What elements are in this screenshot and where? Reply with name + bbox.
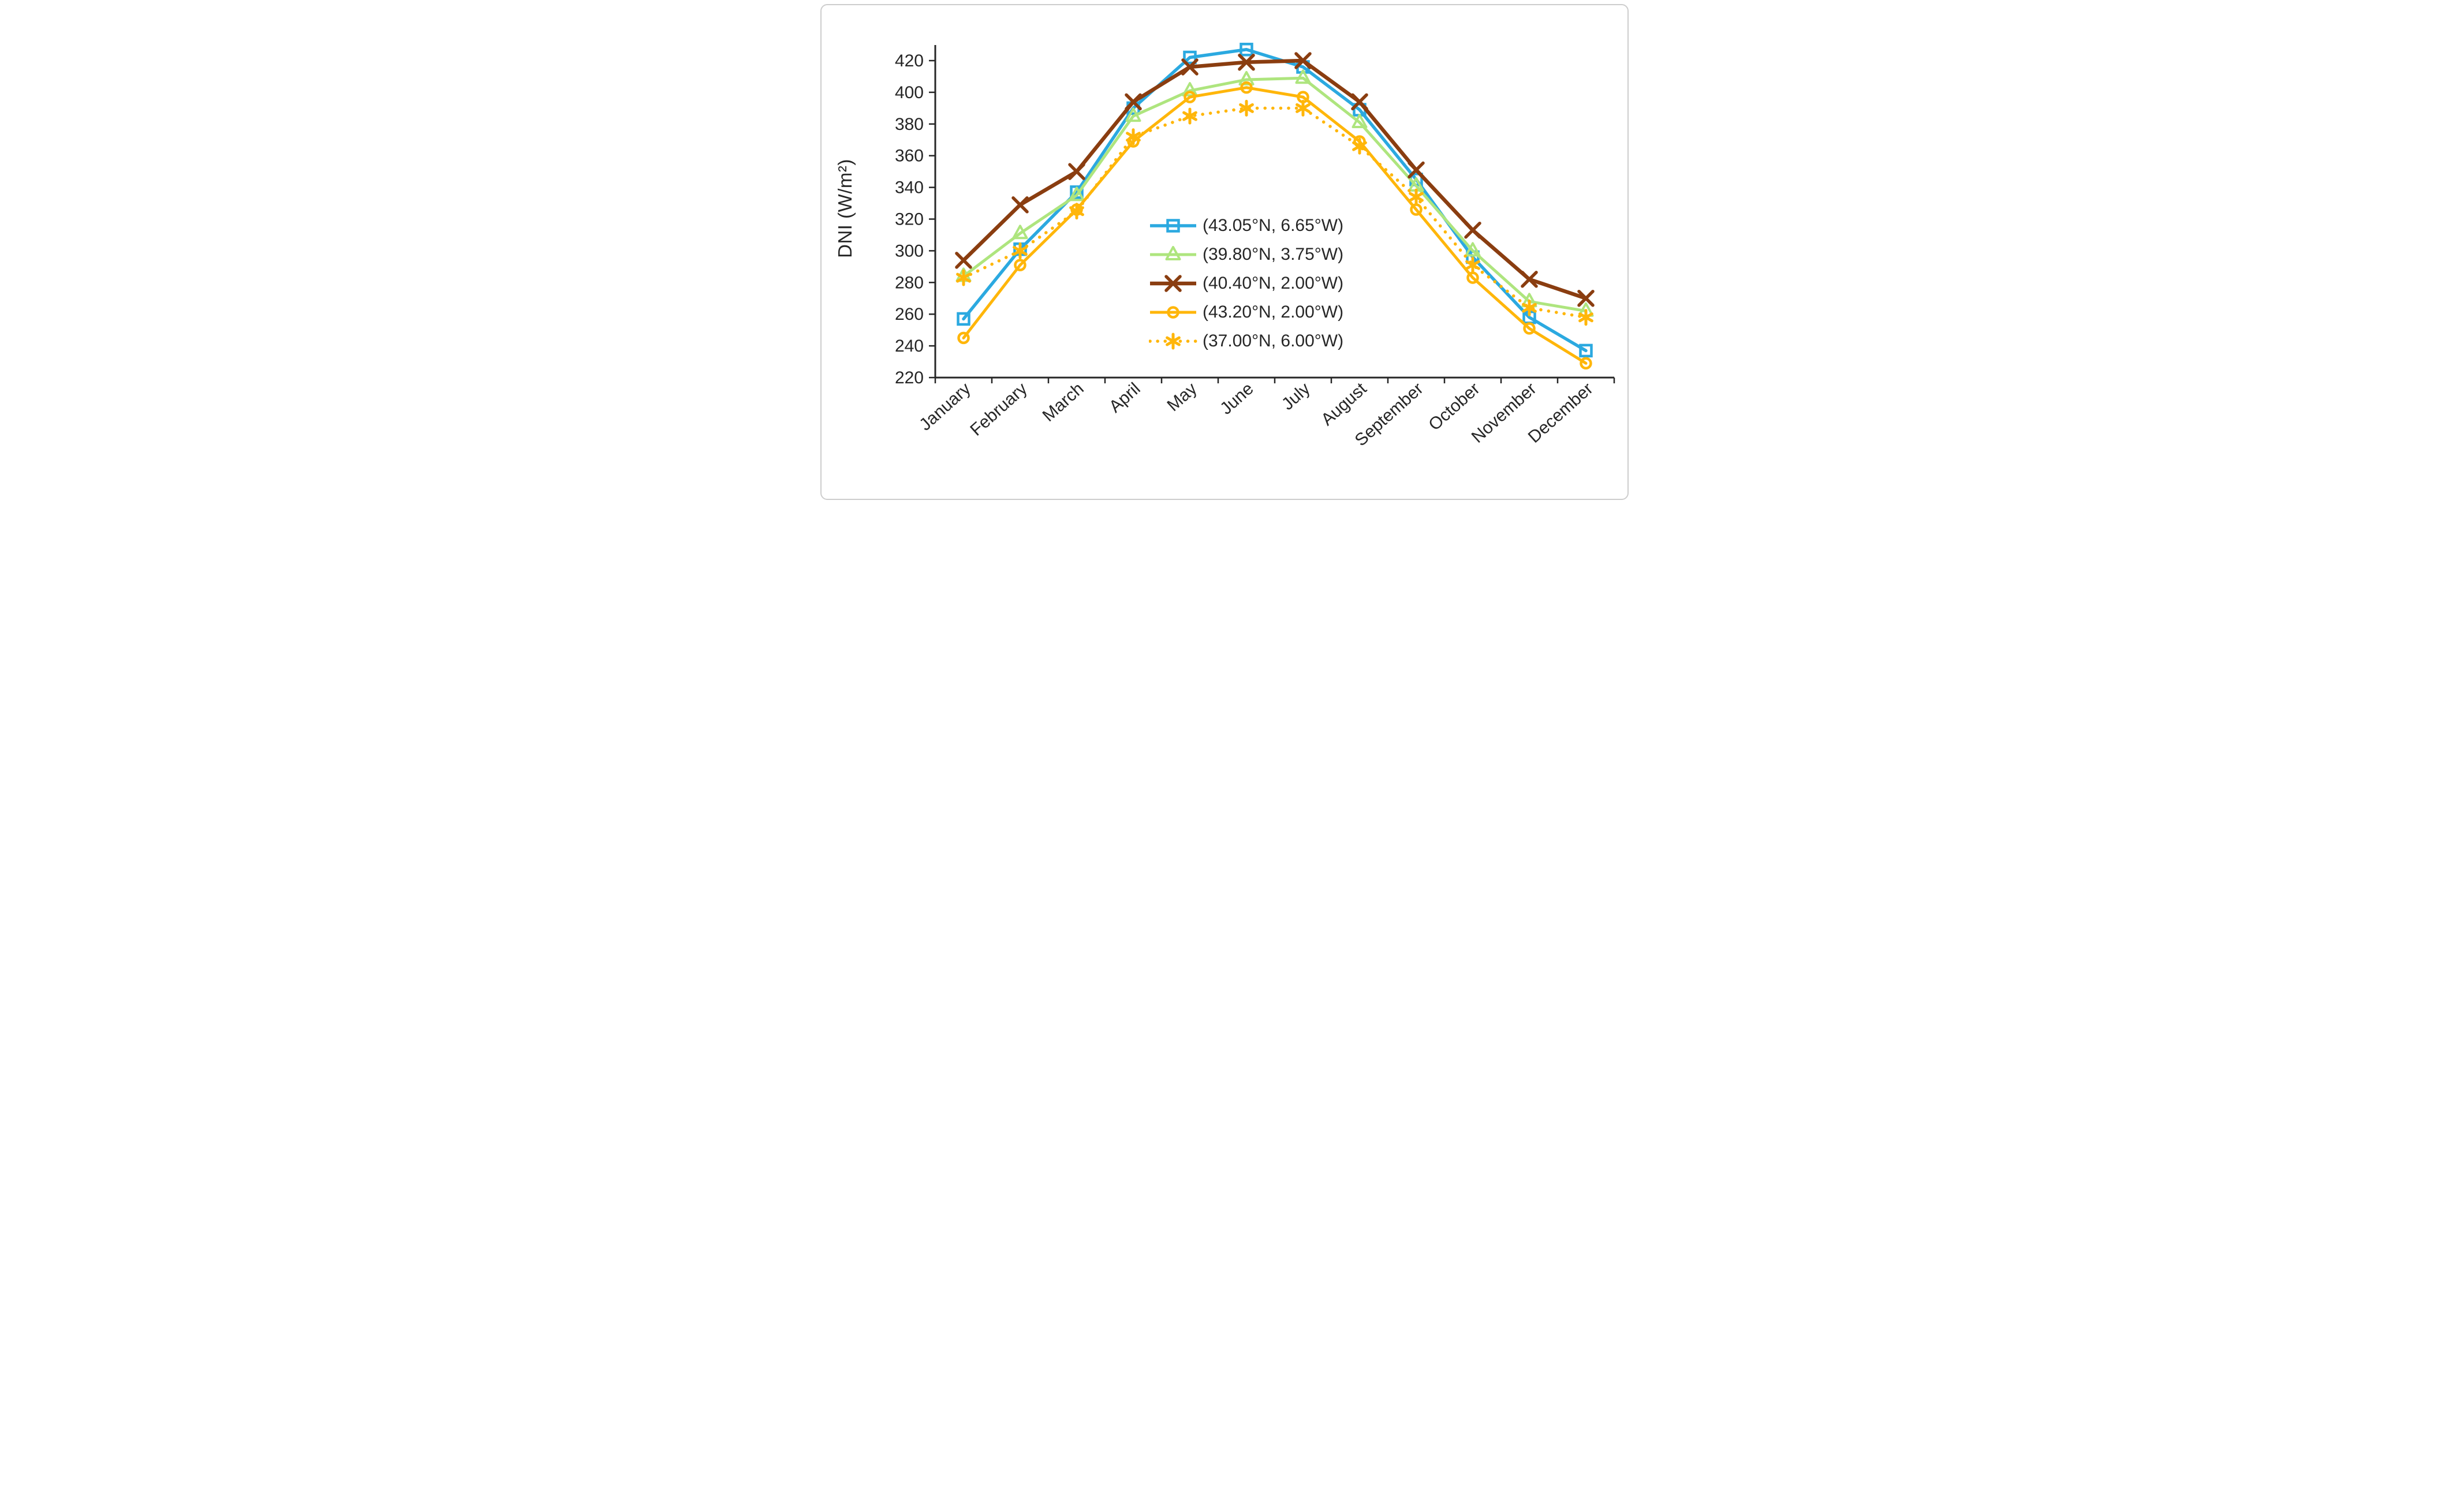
y-tick-label: 340 bbox=[895, 178, 924, 197]
marker-x bbox=[1577, 290, 1595, 307]
marker-x bbox=[1181, 58, 1199, 76]
y-tick-label: 220 bbox=[895, 368, 924, 387]
marker-asterisk bbox=[956, 269, 971, 286]
marker-asterisk bbox=[1296, 99, 1311, 117]
y-tick-label: 360 bbox=[895, 147, 924, 166]
legend-label: (43.20°N, 2.00°W) bbox=[1203, 303, 1344, 322]
marker-circle bbox=[957, 331, 970, 345]
y-tick-label: 240 bbox=[895, 337, 924, 356]
y-tick-label: 320 bbox=[895, 210, 924, 229]
legend-label: (37.00°N, 6.00°W) bbox=[1203, 331, 1344, 350]
marker-circle bbox=[1014, 259, 1026, 271]
y-tick-label: 400 bbox=[895, 83, 924, 102]
marker-x bbox=[1011, 196, 1029, 214]
marker-circle bbox=[1580, 357, 1592, 370]
marker-x bbox=[1351, 93, 1368, 111]
legend-square-icon bbox=[1150, 219, 1196, 233]
y-tick-label: 260 bbox=[895, 305, 924, 324]
y-tick-label: 300 bbox=[895, 241, 924, 260]
marker-asterisk bbox=[1126, 128, 1141, 145]
marker-circle bbox=[1184, 91, 1196, 103]
marker-x bbox=[955, 252, 972, 269]
line-chart: 220 240 260 280 300 320 340 360 380 400 420 January… bbox=[895, 43, 1615, 450]
marker-asterisk bbox=[1465, 256, 1480, 274]
marker-triangle bbox=[1012, 225, 1028, 240]
marker-square bbox=[1166, 219, 1180, 233]
marker-asterisk bbox=[1239, 99, 1254, 117]
x-tick-label: April bbox=[1106, 379, 1144, 417]
marker-asterisk bbox=[1013, 242, 1028, 259]
marker-asterisk bbox=[1522, 299, 1537, 316]
marker-circle bbox=[1167, 306, 1179, 319]
marker-triangle bbox=[1165, 246, 1181, 260]
marker-square bbox=[1183, 50, 1197, 65]
legend-label: (39.80°N, 3.75°W) bbox=[1203, 245, 1344, 264]
x-tick-label: March bbox=[1039, 379, 1088, 425]
marker-square bbox=[1579, 344, 1593, 358]
x-tick-label: August bbox=[1317, 379, 1371, 429]
series-line-4 bbox=[962, 106, 1588, 319]
marker-circle bbox=[1523, 322, 1536, 335]
marker-x bbox=[1238, 53, 1255, 71]
marker-asterisk bbox=[1578, 309, 1593, 326]
legend-triangle-icon bbox=[1150, 246, 1196, 260]
marker-triangle bbox=[1352, 114, 1368, 129]
x-tick-label: May bbox=[1163, 379, 1200, 415]
marker-x bbox=[1294, 52, 1312, 69]
marker-triangle bbox=[1295, 69, 1311, 84]
legend-item-3: (43.20°N, 2.00°W) bbox=[1149, 298, 1343, 327]
legend-item-1: (39.80°N, 3.75°W) bbox=[1149, 240, 1343, 269]
marker-x bbox=[1408, 161, 1425, 179]
marker-x bbox=[1464, 221, 1481, 239]
y-axis-title: DNI (W/m²) bbox=[834, 159, 856, 258]
x-tick-label: July bbox=[1278, 379, 1314, 414]
series-line-2 bbox=[961, 58, 1588, 300]
y-tick-label: 380 bbox=[895, 115, 924, 134]
marker-x bbox=[1164, 275, 1182, 292]
legend-item-4: (37.00°N, 6.00°W) bbox=[1149, 327, 1343, 356]
marker-x bbox=[1125, 93, 1142, 111]
x-tick-label: January bbox=[916, 379, 974, 435]
y-tick-label: 280 bbox=[895, 273, 924, 292]
legend-asterisk-icon bbox=[1149, 333, 1197, 350]
marker-triangle bbox=[1069, 186, 1085, 201]
marker-triangle bbox=[1465, 242, 1481, 257]
marker-x bbox=[1521, 271, 1538, 288]
marker-square bbox=[1240, 43, 1253, 57]
marker-asterisk bbox=[1352, 137, 1367, 155]
marker-asterisk bbox=[1166, 333, 1181, 350]
marker-x bbox=[1068, 163, 1085, 180]
legend-label: (43.05°N, 6.65°W) bbox=[1203, 216, 1344, 235]
marker-asterisk bbox=[1182, 107, 1197, 125]
legend-label: (40.40°N, 2.00°W) bbox=[1203, 274, 1344, 293]
legend: (43.05°N, 6.65°W) (39.80°N, 3.75°W) (40.40… bbox=[1149, 211, 1343, 356]
marker-square bbox=[957, 312, 970, 326]
series-line-3 bbox=[962, 86, 1588, 365]
legend-item-2: (40.40°N, 2.00°W) bbox=[1149, 269, 1343, 298]
x-tick-label: June bbox=[1216, 379, 1257, 419]
marker-triangle bbox=[1182, 82, 1198, 97]
marker-triangle bbox=[1238, 70, 1255, 85]
x-tick-label: February bbox=[966, 379, 1031, 440]
legend-item-0: (43.05°N, 6.65°W) bbox=[1149, 211, 1343, 240]
marker-asterisk bbox=[1069, 203, 1084, 220]
marker-circle bbox=[1240, 81, 1253, 94]
y-tick-label: 420 bbox=[895, 51, 924, 70]
legend-circle-icon bbox=[1150, 306, 1196, 319]
marker-triangle bbox=[1125, 107, 1141, 122]
figure: 220 240 260 280 300 320 340 360 380 400 420 January… bbox=[816, 0, 1633, 504]
legend-x-icon bbox=[1150, 275, 1196, 292]
series-line-1 bbox=[962, 76, 1588, 313]
marker-asterisk bbox=[1409, 188, 1424, 206]
